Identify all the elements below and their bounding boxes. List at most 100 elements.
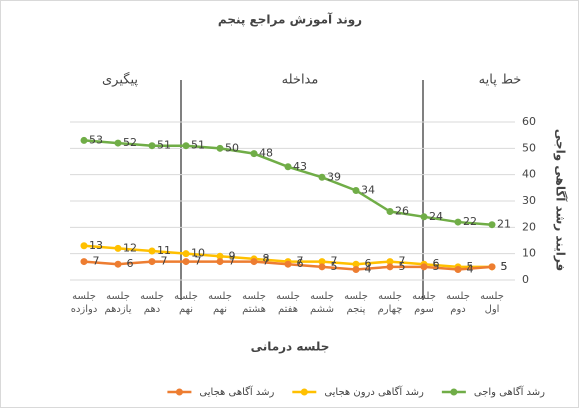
point: [352, 186, 360, 194]
legend-marker: [300, 388, 308, 396]
phase-label: خط پایه: [479, 73, 522, 88]
x-tick-label: جلسه چهارم: [377, 291, 403, 315]
x-tick-label: جلسه یازدهم: [104, 291, 132, 315]
point: [216, 258, 224, 266]
point: [284, 260, 292, 268]
point: [318, 258, 326, 266]
point: [182, 258, 190, 266]
x-tick-label: جلسه هشتم: [242, 291, 266, 315]
data-label: 7: [297, 255, 304, 268]
point: [318, 173, 326, 181]
y-tick-label: 10: [522, 247, 536, 260]
data-label: 9: [229, 249, 236, 262]
data-label: 6: [127, 257, 134, 270]
y-tick-label: 40: [522, 168, 536, 181]
y-tick-label: 30: [522, 194, 536, 207]
data-label: 13: [89, 239, 103, 252]
data-label: 5: [331, 260, 338, 273]
point: [386, 263, 394, 271]
data-label: 7: [161, 255, 168, 268]
data-label: 50: [225, 141, 239, 154]
data-label: 48: [259, 147, 273, 160]
y-tick-label: 60: [522, 115, 536, 128]
data-label: 11: [157, 244, 171, 257]
point: [250, 258, 258, 266]
x-tick-label: جلسه نهم: [174, 291, 198, 315]
point: [318, 263, 326, 271]
point: [114, 139, 122, 147]
data-label: 7: [399, 255, 406, 268]
x-axis-label: جلسه درمانی: [251, 340, 330, 354]
data-label: 5: [399, 260, 406, 273]
x-tick-label: جلسه دوازده: [70, 291, 98, 315]
data-label: 7: [93, 255, 100, 268]
point: [182, 142, 190, 150]
data-label: 43: [293, 160, 307, 173]
legend-marker: [450, 388, 458, 396]
point: [386, 208, 394, 216]
phase-label: مداخله: [282, 73, 319, 88]
point: [80, 258, 88, 266]
x-tick-label: جلسه دهم: [140, 291, 164, 315]
x-tick-label: جلسه سوم: [412, 291, 436, 315]
point: [148, 258, 156, 266]
phase-label: پیگیری: [102, 72, 138, 88]
data-label: 6: [365, 257, 372, 270]
point: [488, 221, 496, 229]
data-label: 5: [467, 260, 474, 273]
legend-marker: [175, 388, 183, 396]
data-label: 24: [429, 210, 443, 223]
x-tick-label: جلسه اول: [480, 291, 504, 315]
data-label: 4: [467, 262, 474, 275]
point: [148, 247, 156, 255]
data-label: 52: [123, 136, 137, 149]
data-label: 6: [297, 257, 304, 270]
point: [182, 250, 190, 258]
data-label: 4: [365, 262, 372, 275]
data-label: 6: [433, 257, 440, 270]
point: [80, 136, 88, 144]
data-label: 51: [191, 139, 205, 152]
data-label: 7: [263, 255, 270, 268]
point: [488, 263, 496, 271]
point: [114, 260, 122, 268]
point: [216, 144, 224, 152]
data-label: 12: [123, 241, 137, 254]
data-label: 22: [463, 215, 477, 228]
y-axis-label: فرایند رشد آگاهی واجی: [553, 129, 569, 271]
y-tick-label: 0: [522, 273, 529, 286]
point: [250, 150, 258, 158]
data-label: 10: [191, 247, 205, 260]
point: [284, 163, 292, 171]
point: [454, 218, 462, 226]
point: [386, 258, 394, 266]
x-tick-label: جلسه هفتم: [276, 291, 300, 315]
point: [454, 265, 462, 273]
point: [80, 242, 88, 250]
point: [420, 213, 428, 221]
point: [148, 142, 156, 150]
x-tick-label: جلسه ششم: [310, 291, 334, 315]
point: [420, 263, 428, 271]
x-tick-label: جلسه پنجم: [344, 291, 368, 315]
point: [216, 252, 224, 260]
data-label: 5: [501, 260, 508, 273]
x-tick-label: جلسه نهم: [208, 291, 232, 315]
x-tick-label: جلسه دوم: [446, 291, 470, 315]
data-label: 5: [501, 260, 508, 273]
data-label: 7: [229, 255, 236, 268]
y-tick-label: 50: [522, 141, 536, 154]
data-label: 34: [361, 183, 375, 196]
point: [114, 244, 122, 252]
legend-label: رشد آگاهی واجی: [474, 385, 545, 398]
data-label: 26: [395, 205, 409, 218]
data-label: 8: [263, 252, 270, 265]
legend-label: رشد آگاهی هجایی: [199, 385, 274, 398]
data-label: 7: [195, 255, 202, 268]
chart-title: روند آموزش مراجع پنجم: [218, 12, 362, 28]
legend-label: رشد آگاهی درون هجایی: [324, 385, 424, 398]
data-label: 7: [331, 255, 338, 268]
